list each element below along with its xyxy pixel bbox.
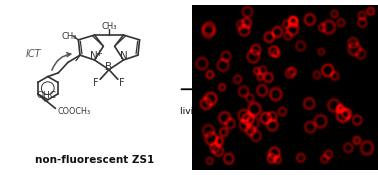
Text: CH₃: CH₃ xyxy=(101,22,117,31)
FancyArrowPatch shape xyxy=(52,53,71,70)
Text: N: N xyxy=(90,51,98,61)
Text: H₂S: H₂S xyxy=(194,62,214,72)
Text: N: N xyxy=(120,51,128,61)
Text: F: F xyxy=(93,78,99,88)
Text: living cells: living cells xyxy=(180,107,228,116)
Text: +: + xyxy=(96,49,102,58)
Text: F: F xyxy=(119,78,125,88)
Text: CH₃: CH₃ xyxy=(62,32,77,41)
Text: ICT: ICT xyxy=(25,48,41,59)
Text: COOCH₃: COOCH₃ xyxy=(57,107,90,116)
Text: B: B xyxy=(105,62,113,72)
Text: ⁻: ⁻ xyxy=(103,67,108,76)
Text: OHC: OHC xyxy=(37,91,57,100)
Text: non-fluorescent ZS1: non-fluorescent ZS1 xyxy=(35,155,154,165)
